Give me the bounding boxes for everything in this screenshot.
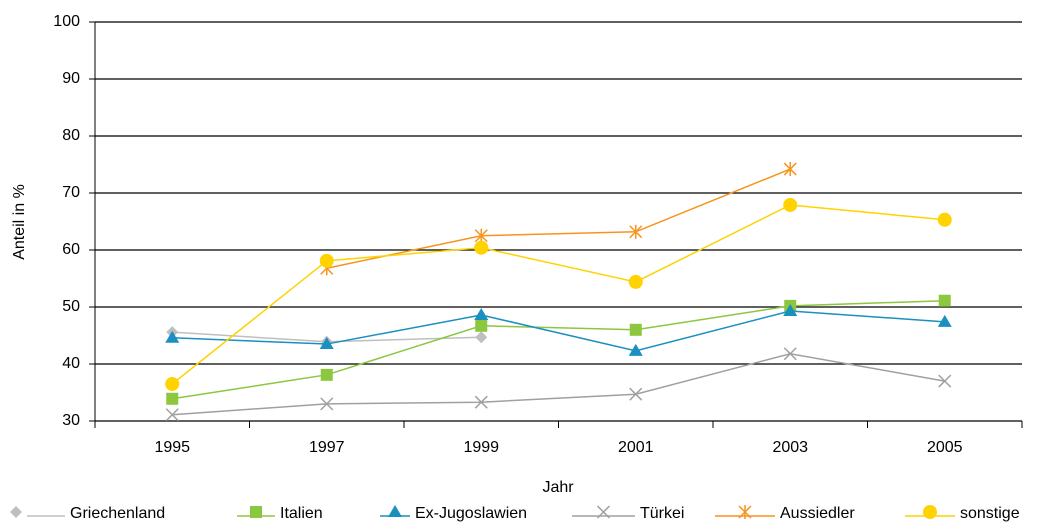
x-tick-label: 2005 bbox=[927, 439, 963, 456]
x-tick-label: 2003 bbox=[772, 439, 808, 456]
legend-marker bbox=[596, 505, 611, 519]
legend-item: Türkei bbox=[572, 505, 684, 522]
legend-marker bbox=[250, 506, 262, 518]
y-tick-label: 80 bbox=[62, 127, 80, 144]
x-axis-title: Jahr bbox=[542, 479, 574, 496]
data-point bbox=[474, 228, 488, 243]
x-tick-label: 1999 bbox=[463, 439, 499, 456]
data-point bbox=[475, 331, 488, 344]
legend-label: Griechenland bbox=[70, 505, 165, 522]
legend-item: Italien bbox=[237, 505, 323, 522]
data-point bbox=[165, 376, 180, 391]
x-tick-label: 2001 bbox=[618, 439, 654, 456]
series-line bbox=[326, 168, 791, 269]
y-tick-label: 40 bbox=[62, 355, 80, 372]
series-line bbox=[172, 352, 945, 416]
y-axis-title: Anteil in % bbox=[11, 184, 28, 260]
data-point bbox=[783, 347, 797, 361]
legend-marker bbox=[10, 506, 22, 518]
data-point bbox=[166, 392, 179, 405]
data-point bbox=[319, 253, 334, 268]
legend-item: Griechenland bbox=[10, 505, 165, 522]
y-tick-label: 30 bbox=[62, 412, 80, 429]
data-point bbox=[783, 197, 798, 212]
y-tick-label: 90 bbox=[62, 70, 80, 87]
legend-item: Aussiedler bbox=[715, 505, 855, 522]
data-point bbox=[165, 408, 179, 422]
series-line bbox=[171, 204, 945, 385]
data-point bbox=[628, 274, 643, 289]
data-point bbox=[474, 395, 488, 409]
legend-label: Ex-Jugoslawien bbox=[415, 505, 527, 522]
legend-marker bbox=[923, 505, 937, 519]
x-tick-label: 1995 bbox=[154, 439, 190, 456]
legend-item: sonstige bbox=[905, 505, 1020, 522]
series-line bbox=[172, 299, 945, 400]
legend-marker bbox=[388, 505, 402, 517]
data-point bbox=[629, 224, 643, 239]
data-point bbox=[475, 319, 488, 332]
legend-label: Türkei bbox=[640, 505, 684, 522]
data-point bbox=[474, 307, 489, 320]
data-point bbox=[937, 314, 952, 327]
data-point bbox=[320, 397, 334, 411]
legend-label: Aussiedler bbox=[780, 505, 855, 522]
legend-marker bbox=[738, 505, 752, 519]
data-point bbox=[938, 374, 952, 388]
data-point bbox=[938, 294, 951, 307]
data-point bbox=[783, 162, 797, 177]
legend-item: Ex-Jugoslawien bbox=[380, 505, 527, 522]
data-point bbox=[474, 240, 489, 255]
x-tick-label: 1997 bbox=[309, 439, 345, 456]
data-point bbox=[165, 330, 180, 343]
legend-label: sonstige bbox=[960, 505, 1020, 522]
data-point bbox=[629, 323, 642, 336]
y-tick-label: 50 bbox=[62, 298, 80, 315]
y-tick-label: 70 bbox=[62, 184, 80, 201]
data-point bbox=[937, 212, 952, 227]
series-line bbox=[172, 310, 945, 352]
legend-label: Italien bbox=[280, 505, 323, 522]
y-tick-label: 100 bbox=[53, 13, 80, 30]
data-point bbox=[628, 343, 643, 356]
data-point bbox=[320, 368, 333, 381]
data-point bbox=[629, 387, 643, 401]
data-point bbox=[783, 303, 798, 316]
data-point bbox=[319, 337, 334, 350]
y-tick-label: 60 bbox=[62, 241, 80, 258]
